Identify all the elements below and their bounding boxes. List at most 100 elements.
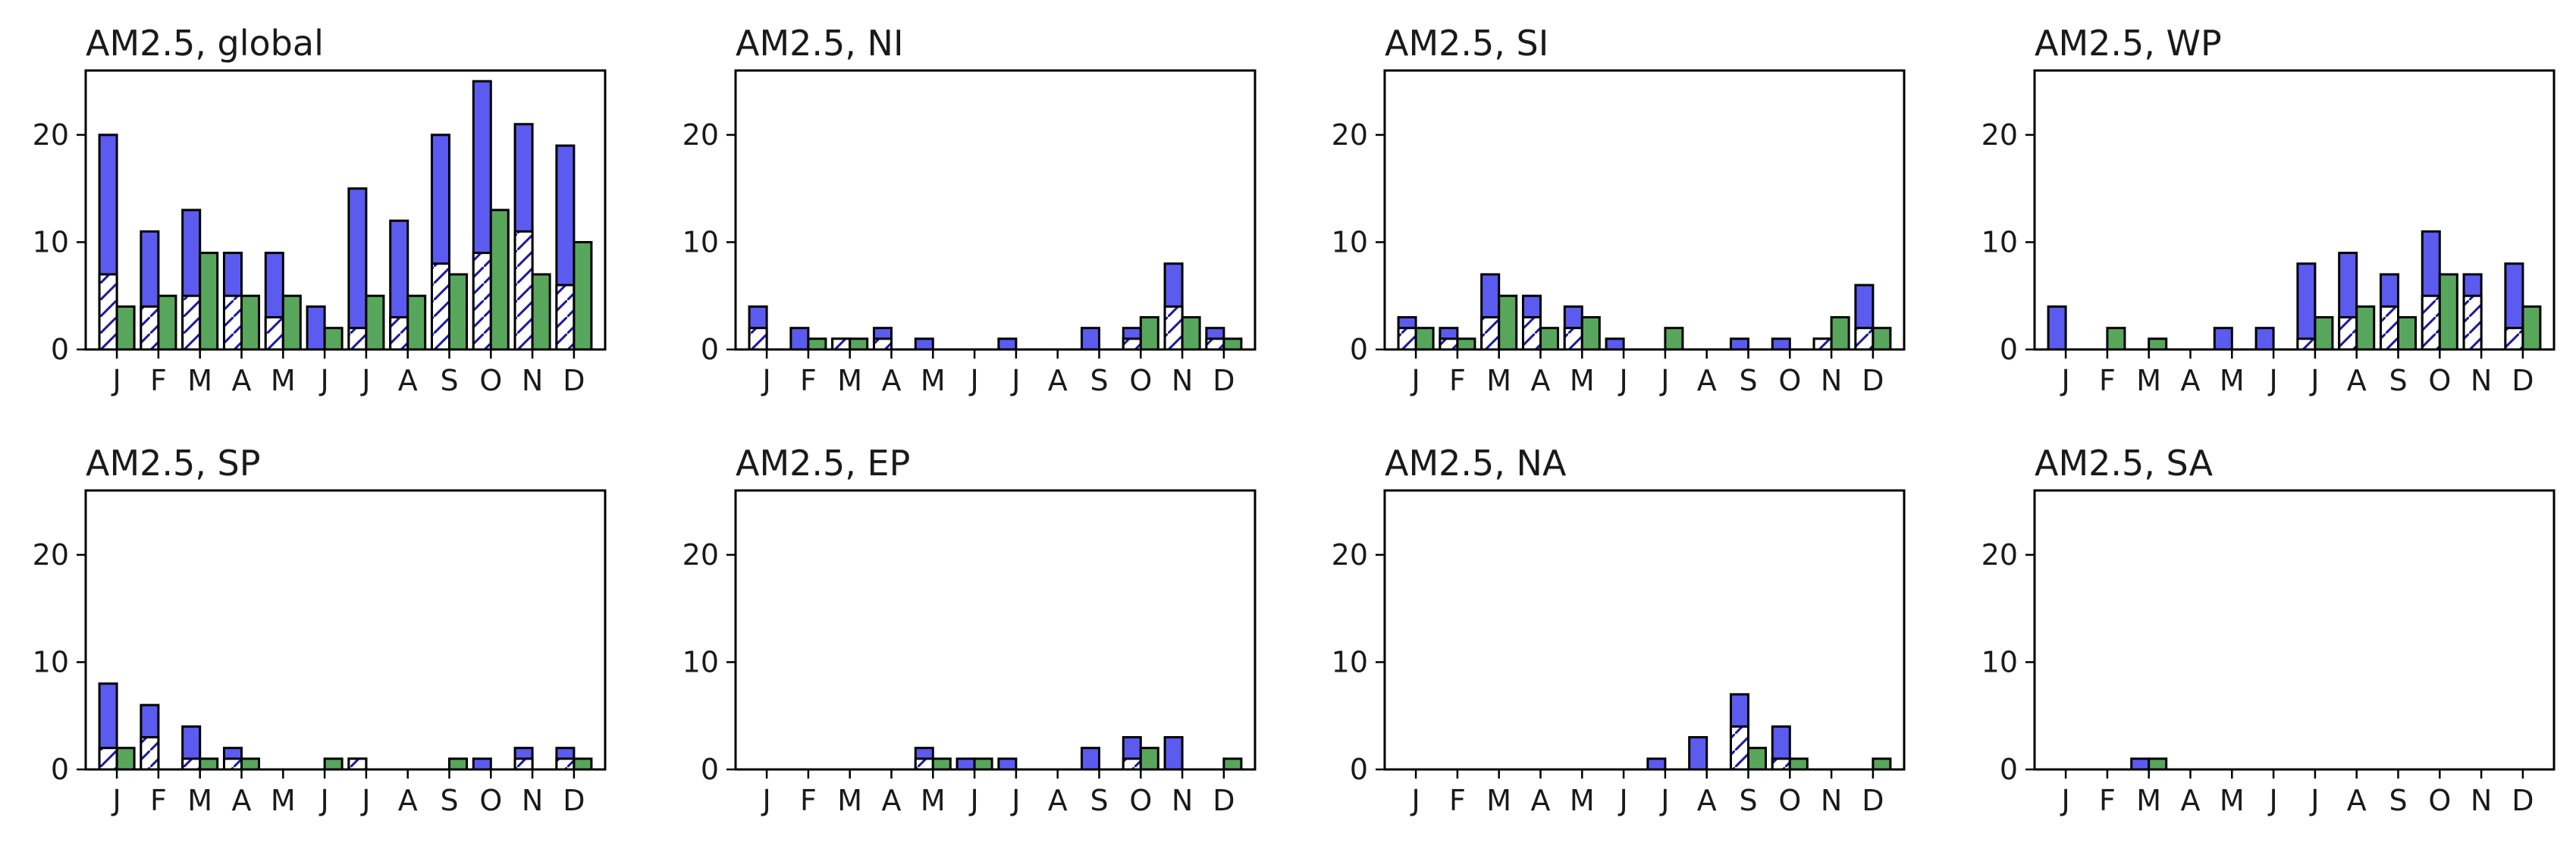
bar-green	[1222, 337, 1243, 351]
bar-hatched	[264, 316, 284, 351]
x-tick-label: M	[2136, 784, 2161, 817]
x-tick-label: J	[1659, 784, 1669, 817]
x-tick-label: A	[1048, 364, 1068, 397]
bar-hatched	[555, 284, 576, 351]
x-tick-label: M	[1486, 784, 1511, 817]
bar-green	[1747, 747, 1768, 771]
x-tick-label: D	[1213, 364, 1235, 397]
plot-frame	[734, 489, 1257, 771]
bar-green	[448, 273, 469, 351]
bar-green	[2148, 337, 2168, 351]
x-tick-label: F	[150, 364, 167, 397]
bar-green	[1872, 327, 1892, 351]
x-tick-label: A	[2347, 784, 2367, 817]
bar-green	[2355, 305, 2376, 351]
y-tick-label: 0	[701, 753, 719, 786]
plot-frame	[734, 69, 1257, 351]
bar-hatched	[430, 262, 451, 351]
bar-total	[2047, 305, 2067, 351]
x-tick-label: D	[1862, 364, 1884, 397]
x-tick-label: A	[1048, 784, 1068, 817]
x-tick-label: J	[2060, 784, 2069, 817]
bar-total	[955, 757, 976, 771]
bar-green	[1139, 747, 1159, 771]
x-tick-label: O	[1778, 364, 1801, 397]
bar-total	[306, 305, 326, 351]
x-tick-label: N	[1172, 784, 1193, 817]
x-tick-label: M	[837, 364, 862, 397]
bar-hatched	[831, 337, 852, 351]
x-tick-label: O	[2428, 364, 2451, 397]
bar-green	[1539, 327, 1560, 351]
x-tick-label: A	[882, 784, 902, 817]
bar-total	[997, 757, 1018, 771]
bar-hatched	[347, 327, 368, 351]
x-tick-label: J	[2267, 364, 2277, 397]
x-tick-label: J	[1410, 784, 1420, 817]
bar-hatched	[1521, 316, 1542, 351]
y-tick-label: 10	[682, 225, 719, 258]
plot-frame	[84, 69, 607, 351]
x-tick-label: J	[761, 364, 770, 397]
x-tick-label: N	[522, 784, 543, 817]
chart-title: AM2.5, NA	[1385, 443, 1567, 484]
x-tick-label: D	[2512, 364, 2534, 397]
x-tick-label: J	[1659, 364, 1669, 397]
bar-green	[1830, 316, 1850, 351]
bar-total	[1080, 747, 1101, 771]
chart-title: AM2.5, SI	[1385, 23, 1548, 64]
bar-total	[1729, 337, 1749, 351]
x-tick-label: J	[360, 784, 370, 817]
plot-frame	[1383, 489, 1906, 771]
y-tick-label: 20	[1981, 538, 2018, 572]
bar-green	[323, 757, 344, 771]
x-tick-label: A	[232, 364, 252, 397]
y-tick-label: 20	[1332, 538, 1368, 572]
bar-green	[1498, 294, 1518, 351]
bar-hatched	[914, 757, 934, 771]
x-tick-label: J	[2309, 364, 2319, 397]
bar-green	[2106, 327, 2126, 351]
x-tick-label: A	[2181, 784, 2201, 817]
x-tick-label: N	[1172, 364, 1193, 397]
x-tick-label: A	[2347, 364, 2367, 397]
x-tick-label: F	[800, 364, 817, 397]
bar-hatched	[1812, 337, 1833, 351]
y-tick-label: 20	[1332, 118, 1368, 152]
x-tick-label: N	[1821, 784, 1842, 817]
bar-green	[406, 294, 427, 351]
x-tick-label: J	[1010, 784, 1020, 817]
plot-frame	[84, 489, 607, 771]
x-tick-label: J	[1010, 364, 1020, 397]
bar-green	[1664, 327, 1684, 351]
x-tick-label: D	[1213, 784, 1235, 817]
x-tick-label: M	[1486, 364, 1511, 397]
y-tick-label: 20	[1981, 118, 2018, 152]
x-tick-label: F	[1449, 364, 1466, 397]
chart-title: AM2.5, SP	[86, 443, 261, 484]
x-tick-label: S	[1739, 784, 1757, 817]
bar-total	[1646, 757, 1667, 771]
y-tick-label: 10	[1981, 645, 2018, 678]
x-tick-label: A	[2181, 364, 2201, 397]
bar-hatched	[472, 252, 492, 351]
y-tick-label: 20	[33, 118, 69, 152]
bar-total	[1080, 327, 1101, 351]
bar-green	[365, 294, 385, 351]
bar-hatched	[2379, 305, 2399, 351]
x-tick-label: A	[398, 364, 418, 397]
x-tick-label: D	[2512, 784, 2534, 817]
bar-hatched	[2296, 337, 2317, 351]
x-tick-label: F	[150, 784, 167, 817]
x-tick-label: J	[318, 364, 328, 397]
x-tick-label: A	[882, 364, 902, 397]
bar-green	[531, 273, 551, 351]
chart-title: AM2.5, SA	[2035, 443, 2214, 484]
bar-green	[849, 337, 869, 351]
bar-green	[323, 327, 344, 351]
y-tick-label: 0	[1350, 753, 1368, 786]
x-tick-label: D	[563, 364, 585, 397]
y-tick-label: 10	[1981, 225, 2018, 258]
